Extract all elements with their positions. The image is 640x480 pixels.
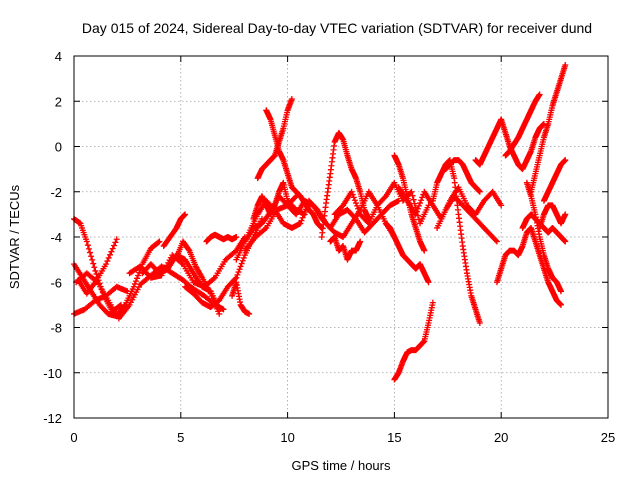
series-sat-ac [472, 116, 547, 173]
series-sat-aa [434, 193, 500, 245]
series-sat-d [73, 263, 227, 322]
series-sat-z [429, 157, 483, 326]
x-tick-label: 10 [280, 430, 294, 445]
y-tick-label: -10 [43, 366, 62, 381]
series-sat-ai [540, 157, 569, 204]
x-axis-label: GPS time / hours [292, 458, 391, 473]
data-series [71, 62, 569, 383]
series-sat-p [263, 107, 325, 231]
series-sat-v [382, 220, 432, 286]
y-tick-label: 0 [55, 140, 62, 155]
y-tick-label: 2 [55, 94, 62, 109]
plot-frame [73, 55, 609, 419]
y-axis-label: SDTVAR / TECUs [7, 184, 22, 289]
x-tick-label: 5 [177, 430, 184, 445]
series-sat-ae [502, 91, 543, 159]
x-tick-label: 25 [601, 430, 615, 445]
series-sat-u [327, 234, 364, 263]
series-sat-ad [493, 224, 565, 308]
series-sat-aj [519, 211, 569, 245]
series-sat-r [241, 193, 300, 254]
y-tick-label: 4 [55, 49, 62, 64]
series-sat-ah [536, 202, 569, 231]
axis-ticks: 0 5 10 15 20 25 -12 -10 -8 -6 -4 -2 0 2 4 [43, 49, 615, 445]
y-tick-label: -8 [50, 321, 62, 336]
y-tick-label: -6 [50, 275, 62, 290]
series-sat-x [391, 299, 436, 383]
x-tick-label: 15 [387, 430, 401, 445]
series-sat-h [173, 238, 223, 317]
series-sat-i [160, 211, 189, 250]
series-sat-ab [442, 157, 483, 195]
series-sat-q [250, 179, 308, 222]
y-tick-label: -4 [50, 230, 62, 245]
y-tick-label: -2 [50, 185, 62, 200]
chart-title: Day 015 of 2024, Sidereal Day-to-day VTE… [82, 20, 592, 36]
series-sat-e [75, 236, 120, 297]
series-sat-ag [528, 62, 569, 195]
x-tick-label: 0 [70, 430, 77, 445]
y-tick-label: -12 [43, 411, 62, 426]
x-tick-label: 20 [494, 430, 508, 445]
grid [74, 56, 608, 418]
series-sat-l [229, 279, 253, 317]
series-sat-s [318, 129, 372, 240]
series-sat-k [203, 231, 240, 245]
